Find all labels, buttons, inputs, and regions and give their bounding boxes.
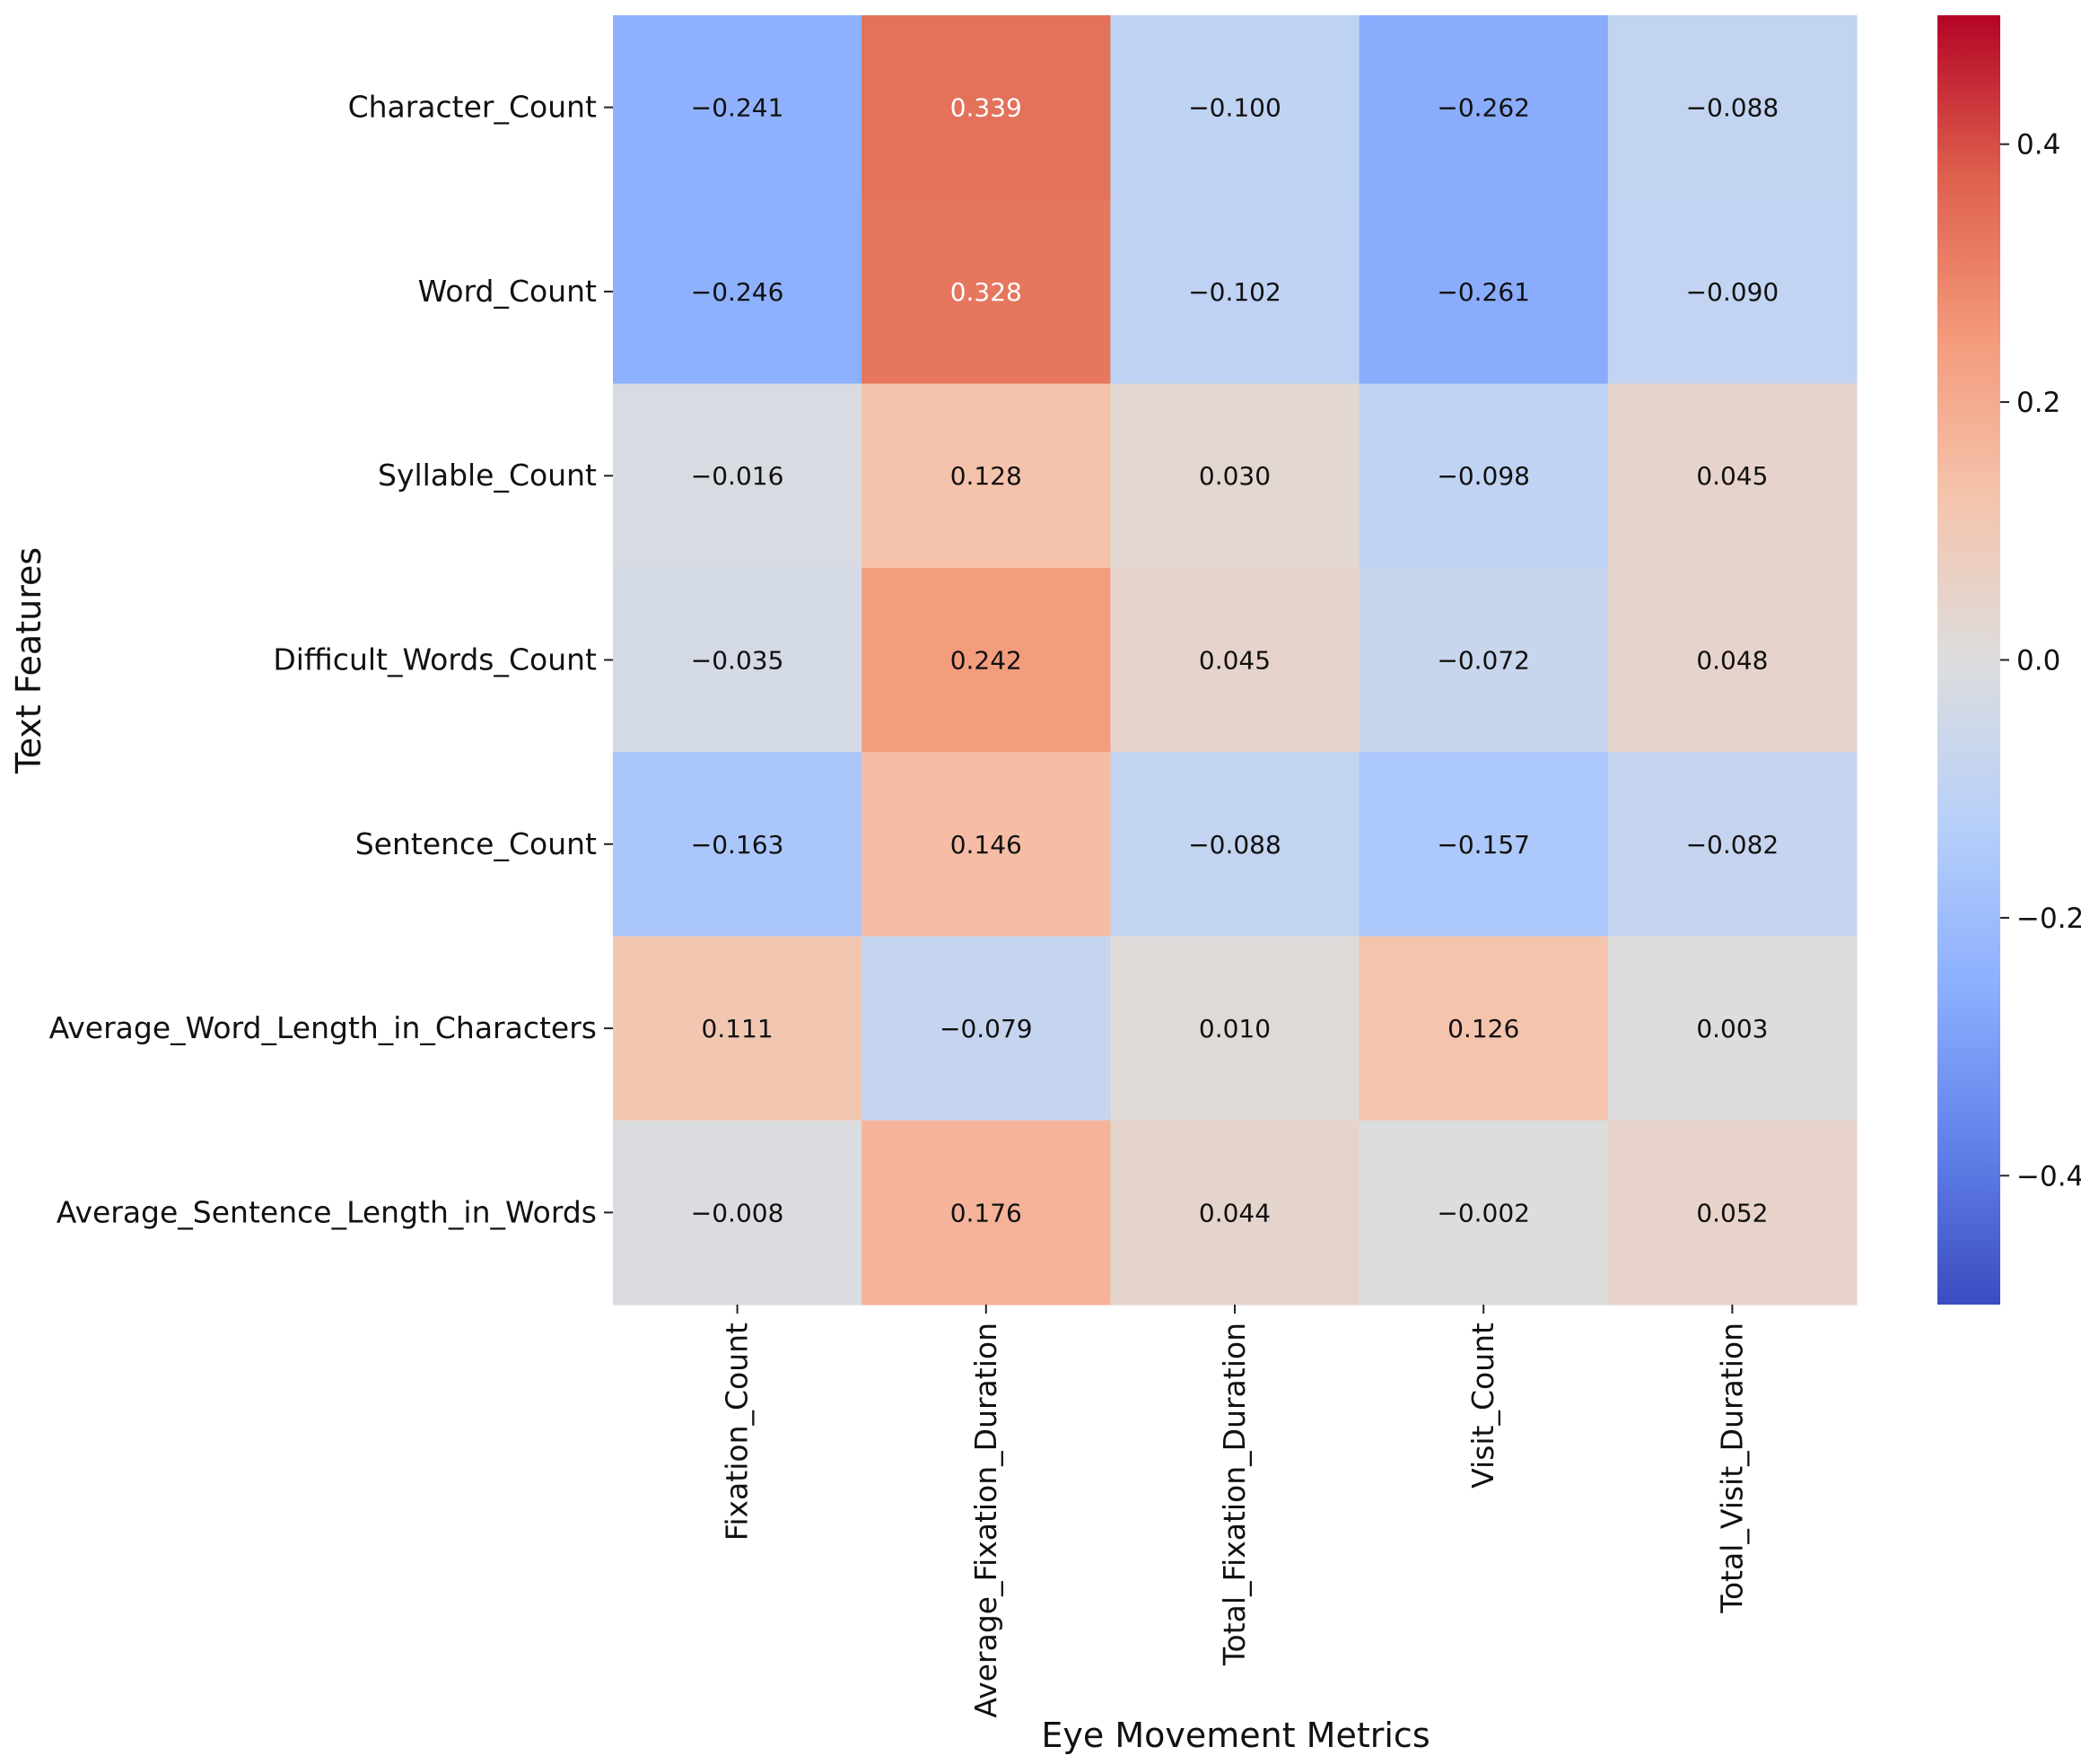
cell-value-label: 0.176 [950, 1198, 1022, 1227]
heatmap-cell [1110, 1120, 1360, 1306]
cell-value-label: −0.088 [1686, 93, 1779, 123]
heatmap-cell [861, 752, 1111, 938]
cell-value-label: 0.048 [1696, 646, 1768, 676]
heatmap-cell [1607, 936, 1858, 1122]
cell-value-label: −0.098 [1437, 461, 1530, 491]
cell-value-label: −0.241 [691, 93, 784, 123]
cell-value-label: −0.008 [691, 1198, 784, 1227]
heatmap-cell [1607, 567, 1858, 753]
heatmap-cell [1607, 15, 1858, 200]
heatmap-cell [1359, 383, 1609, 569]
cell-value-label: −0.082 [1686, 830, 1779, 860]
cell-value-label: −0.088 [1188, 830, 1281, 860]
y-tick-label: Average_Sentence_Length_in_Words [57, 1194, 597, 1229]
heatmap-cell [1110, 15, 1360, 200]
heatmap-cells: −0.241 0.339 −0.100 −0.262 −0.088 −0.246 0.328… [613, 15, 1858, 1306]
cell-value-label: −0.072 [1437, 646, 1530, 676]
x-tick-label: Visit_Count [1465, 1323, 1500, 1489]
x-tick-labels: Fixation_Count Average_Fixation_Duration T… [720, 1305, 1749, 1718]
cell-value-label: −0.079 [940, 1014, 1033, 1044]
cell-value-label: 0.045 [1199, 646, 1271, 676]
cell-value-label: −0.246 [691, 277, 784, 307]
heatmap-cell [613, 1120, 862, 1306]
cell-value-label: 0.052 [1696, 1198, 1768, 1227]
cell-value-label: 0.146 [950, 830, 1022, 860]
heatmap-cell [1110, 383, 1360, 569]
heatmap-cell [613, 752, 862, 938]
heatmap-cell [1359, 1120, 1609, 1306]
x-tick-label: Total_Visit_Duration [1714, 1323, 1749, 1614]
x-axis-title: Eye Movement Metrics [1041, 1716, 1430, 1755]
heatmap-cell [613, 199, 862, 385]
cell-value-label: −0.261 [1437, 277, 1530, 307]
heatmap-cell [861, 936, 1111, 1122]
cell-value-label: 0.010 [1199, 1014, 1271, 1044]
y-tick-labels: Character_Count Word_Count Syllable_Count D… [49, 90, 613, 1229]
y-tick-label: Difficult_Words_Count [273, 642, 597, 677]
colorbar-tick-label: 0.4 [2016, 129, 2060, 162]
cell-value-label: 0.044 [1199, 1198, 1271, 1227]
y-tick-label: Syllable_Count [378, 458, 597, 493]
colorbar-tick-label: −0.4 [2016, 1160, 2081, 1192]
cell-value-label: −0.090 [1686, 277, 1779, 307]
heatmap-cell [613, 567, 862, 753]
cell-value-label: −0.102 [1188, 277, 1281, 307]
cell-value-label: 0.128 [950, 461, 1022, 491]
y-axis-title: Text Features [9, 547, 48, 774]
colorbar: 0.4 0.2 0.0 −0.2 −0.4 [1937, 15, 2081, 1305]
heatmap-cell [861, 15, 1111, 200]
cell-value-label: 0.242 [950, 646, 1022, 676]
heatmap-cell [1607, 1120, 1858, 1306]
cell-value-label: −0.100 [1188, 93, 1281, 123]
heatmap-cell [1110, 567, 1360, 753]
cell-value-label: 0.328 [950, 277, 1022, 307]
heatmap-cell [1110, 936, 1360, 1122]
heatmap-cell [1359, 752, 1609, 938]
heatmap-cell [613, 383, 862, 569]
y-tick-label: Sentence_Count [355, 826, 597, 861]
colorbar-tick-label: 0.2 [2016, 387, 2060, 419]
heatmap-cell [613, 15, 862, 200]
y-tick-label: Average_Word_Length_in_Characters [49, 1010, 597, 1045]
heatmap-cell [861, 1120, 1111, 1306]
cell-value-label: −0.262 [1437, 93, 1530, 123]
cell-value-label: −0.035 [691, 646, 784, 676]
cell-value-label: −0.163 [691, 830, 784, 860]
heatmap-cell [1359, 15, 1609, 200]
heatmap-cell [1359, 936, 1609, 1122]
cell-value-label: 0.111 [702, 1014, 774, 1044]
heatmap-cell [1110, 752, 1360, 938]
x-tick-label: Fixation_Count [720, 1323, 755, 1541]
cell-value-label: −0.157 [1437, 830, 1530, 860]
x-tick-label: Average_Fixation_Duration [968, 1323, 1003, 1718]
heatmap-cell [861, 383, 1111, 569]
cell-value-label: −0.016 [691, 461, 784, 491]
cell-value-label: −0.002 [1437, 1198, 1530, 1227]
y-tick-label: Character_Count [348, 90, 597, 125]
colorbar-tick-label: −0.2 [2016, 903, 2081, 935]
heatmap-cell [1359, 567, 1609, 753]
heatmap-cell [861, 199, 1111, 385]
cell-value-label: 0.030 [1199, 461, 1271, 491]
heatmap-cell [1607, 199, 1858, 385]
colorbar-gradient [1937, 15, 2000, 1305]
heatmap-cell [613, 936, 862, 1122]
x-tick-label: Total_Fixation_Duration [1217, 1323, 1252, 1666]
heatmap-cell [1607, 383, 1858, 569]
cell-value-label: 0.126 [1447, 1014, 1519, 1044]
heatmap-cell [861, 567, 1111, 753]
cell-value-label: 0.045 [1696, 461, 1768, 491]
heatmap-cell [1359, 199, 1609, 385]
colorbar-tick-label: 0.0 [2016, 645, 2060, 677]
heatmap-cell [1607, 752, 1858, 938]
y-tick-label: Word_Count [418, 274, 597, 309]
cell-value-label: 0.339 [950, 93, 1022, 123]
heatmap-cell [1110, 199, 1360, 385]
cell-value-label: 0.003 [1696, 1014, 1768, 1044]
